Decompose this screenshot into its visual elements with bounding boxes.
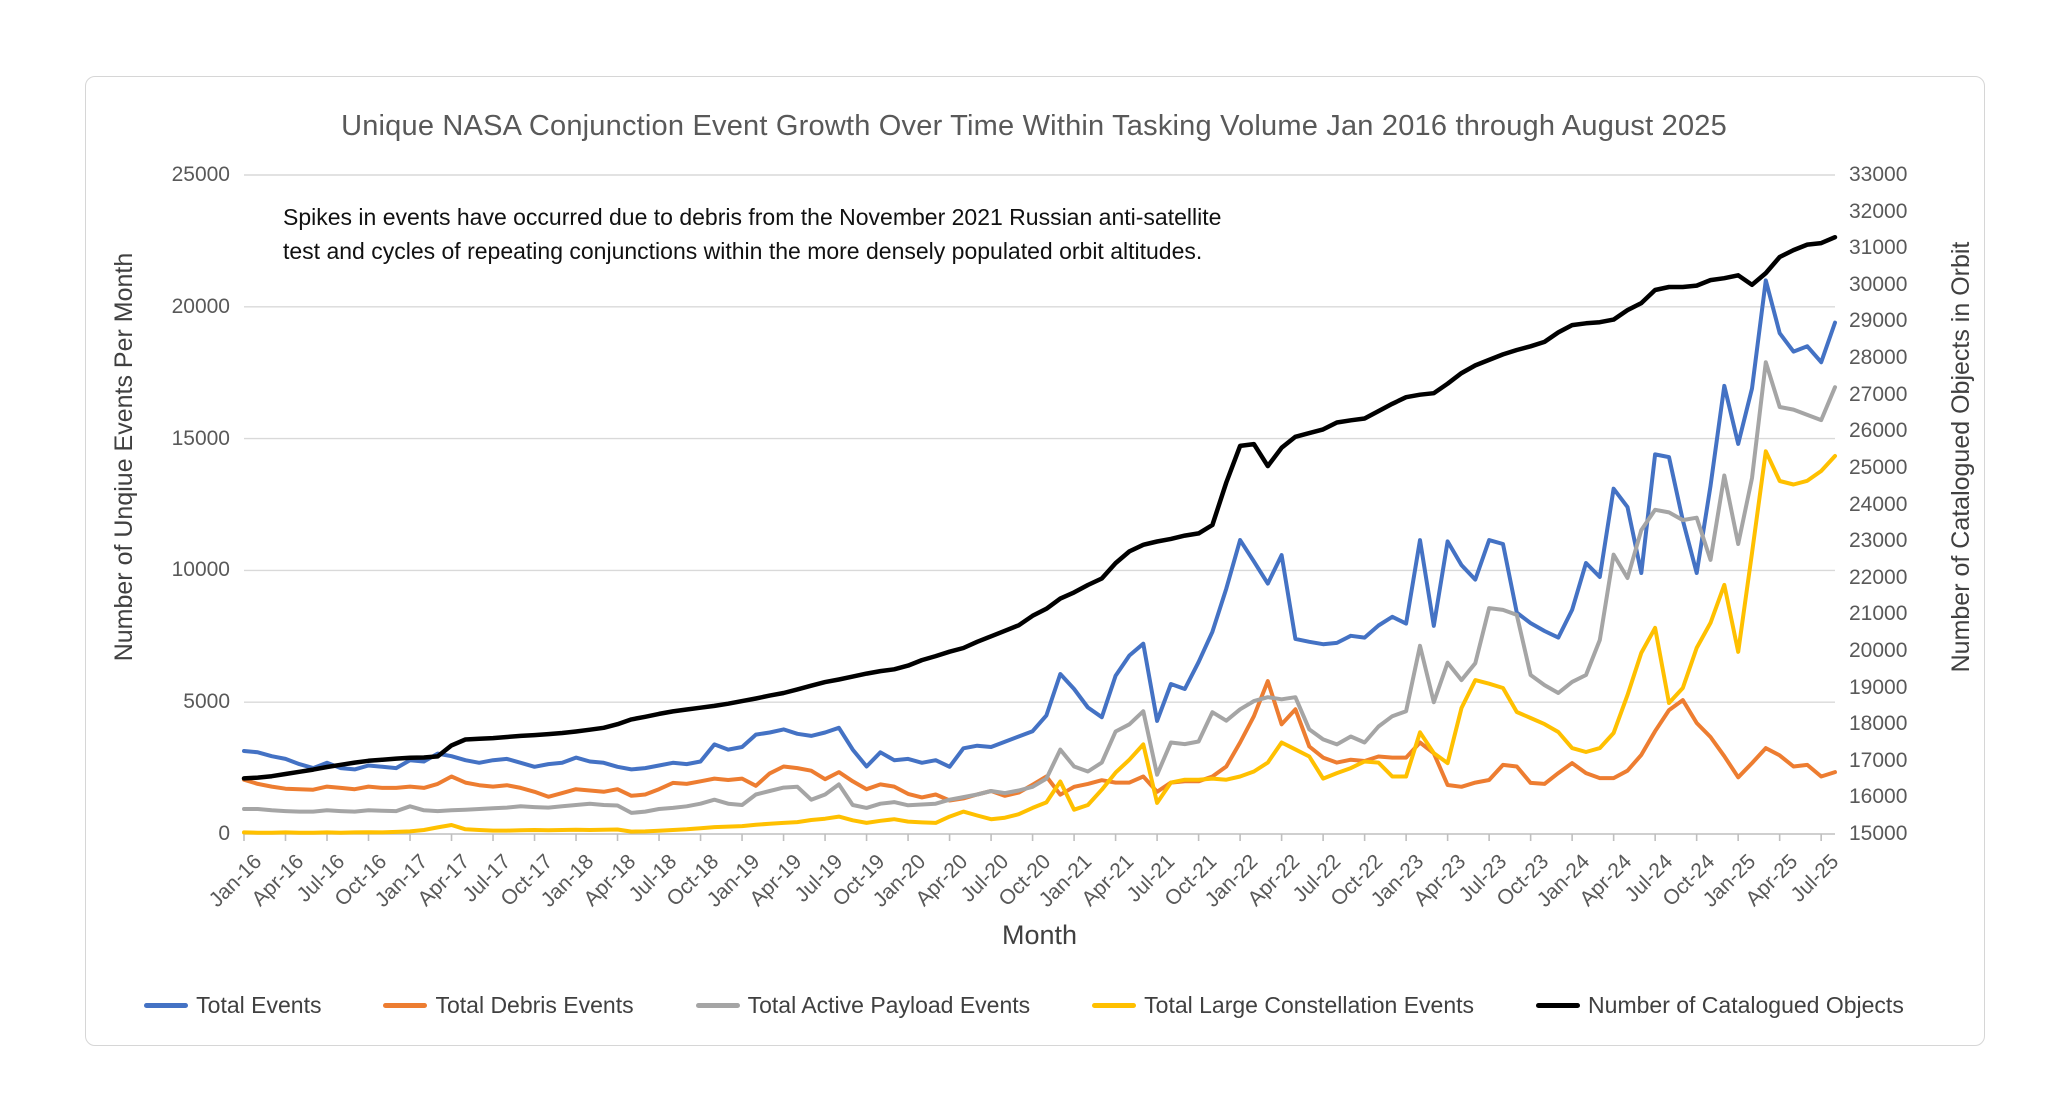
- right-axis-tick-label: 21000: [1849, 602, 1908, 626]
- legend-label: Number of Catalogued Objects: [1588, 992, 1904, 1018]
- left-axis-tick-label: 10000: [171, 558, 230, 582]
- legend-label: Total Debris Events: [435, 992, 634, 1018]
- annotation-text: Spikes in events have occurred due to de…: [283, 200, 1221, 268]
- legend-swatch-icon: [1092, 1003, 1137, 1008]
- x-axis-title: Month: [1001, 920, 1078, 950]
- legend-item-total-large-constellation-events: Total Large Constellation Events: [1092, 992, 1474, 1019]
- legend-swatch-icon: [695, 1003, 740, 1008]
- legend: Total Events Total Debris Events Total Act…: [0, 992, 2048, 1019]
- right-axis-tick-label: 18000: [1849, 712, 1908, 736]
- legend-label: Total Active Payload Events: [747, 992, 1031, 1018]
- legend-label: Total Events: [196, 992, 322, 1018]
- right-axis-tick-label: 29000: [1849, 309, 1908, 333]
- right-axis-tick-label: 33000: [1849, 163, 1908, 186]
- left-axis-title: Number of Unqiue Events Per Month: [110, 252, 138, 662]
- right-axis-tick-label: 15000: [1849, 822, 1908, 845]
- right-axis-tick-label: 22000: [1849, 565, 1908, 589]
- left-axis-tick-label: 25000: [171, 163, 230, 186]
- right-axis-tick-label: 19000: [1849, 675, 1908, 699]
- legend-swatch-icon: [144, 1003, 189, 1008]
- annotation-line-2: test and cycles of repeating conjunction…: [283, 238, 1203, 264]
- right-axis-tick-label: 31000: [1849, 236, 1908, 260]
- legend-swatch-icon: [383, 1003, 428, 1008]
- right-axis-tick-label: 25000: [1849, 455, 1908, 479]
- right-axis-tick-label: 20000: [1849, 638, 1908, 662]
- annotation-line-1: Spikes in events have occurred due to de…: [283, 204, 1222, 230]
- left-axis-tick-label: 0: [218, 822, 230, 845]
- legend-item-total-debris-events: Total Debris Events: [383, 992, 634, 1019]
- right-axis-tick-label: 17000: [1849, 748, 1908, 772]
- right-axis-tick-label: 24000: [1849, 492, 1908, 516]
- right-axis-tick-label: 26000: [1849, 419, 1908, 443]
- left-axis-tick-label: 20000: [171, 294, 230, 318]
- right-axis-tick-label: 30000: [1849, 272, 1908, 296]
- legend-swatch-icon: [1536, 1003, 1581, 1008]
- chart-title: Unique NASA Conjunction Event Growth Ove…: [341, 110, 1727, 142]
- right-axis-tick-label: 23000: [1849, 529, 1908, 553]
- legend-item-number-of-catalogued-objects: Number of Catalogued Objects: [1536, 992, 1904, 1019]
- legend-item-total-events: Total Events: [144, 992, 321, 1019]
- right-axis-tick-label: 16000: [1849, 785, 1908, 809]
- left-axis-tick-label: 15000: [171, 426, 230, 450]
- legend-label: Total Large Constellation Events: [1144, 992, 1475, 1018]
- legend-item-total-active-payload-events: Total Active Payload Events: [695, 992, 1031, 1019]
- right-axis-tick-label: 32000: [1849, 199, 1908, 223]
- right-axis-title: Number of Catalogued Objects in Orbit: [1947, 241, 1975, 673]
- right-axis-tick-label: 28000: [1849, 346, 1908, 370]
- left-axis-tick-label: 5000: [183, 690, 230, 714]
- right-axis-tick-label: 27000: [1849, 382, 1908, 406]
